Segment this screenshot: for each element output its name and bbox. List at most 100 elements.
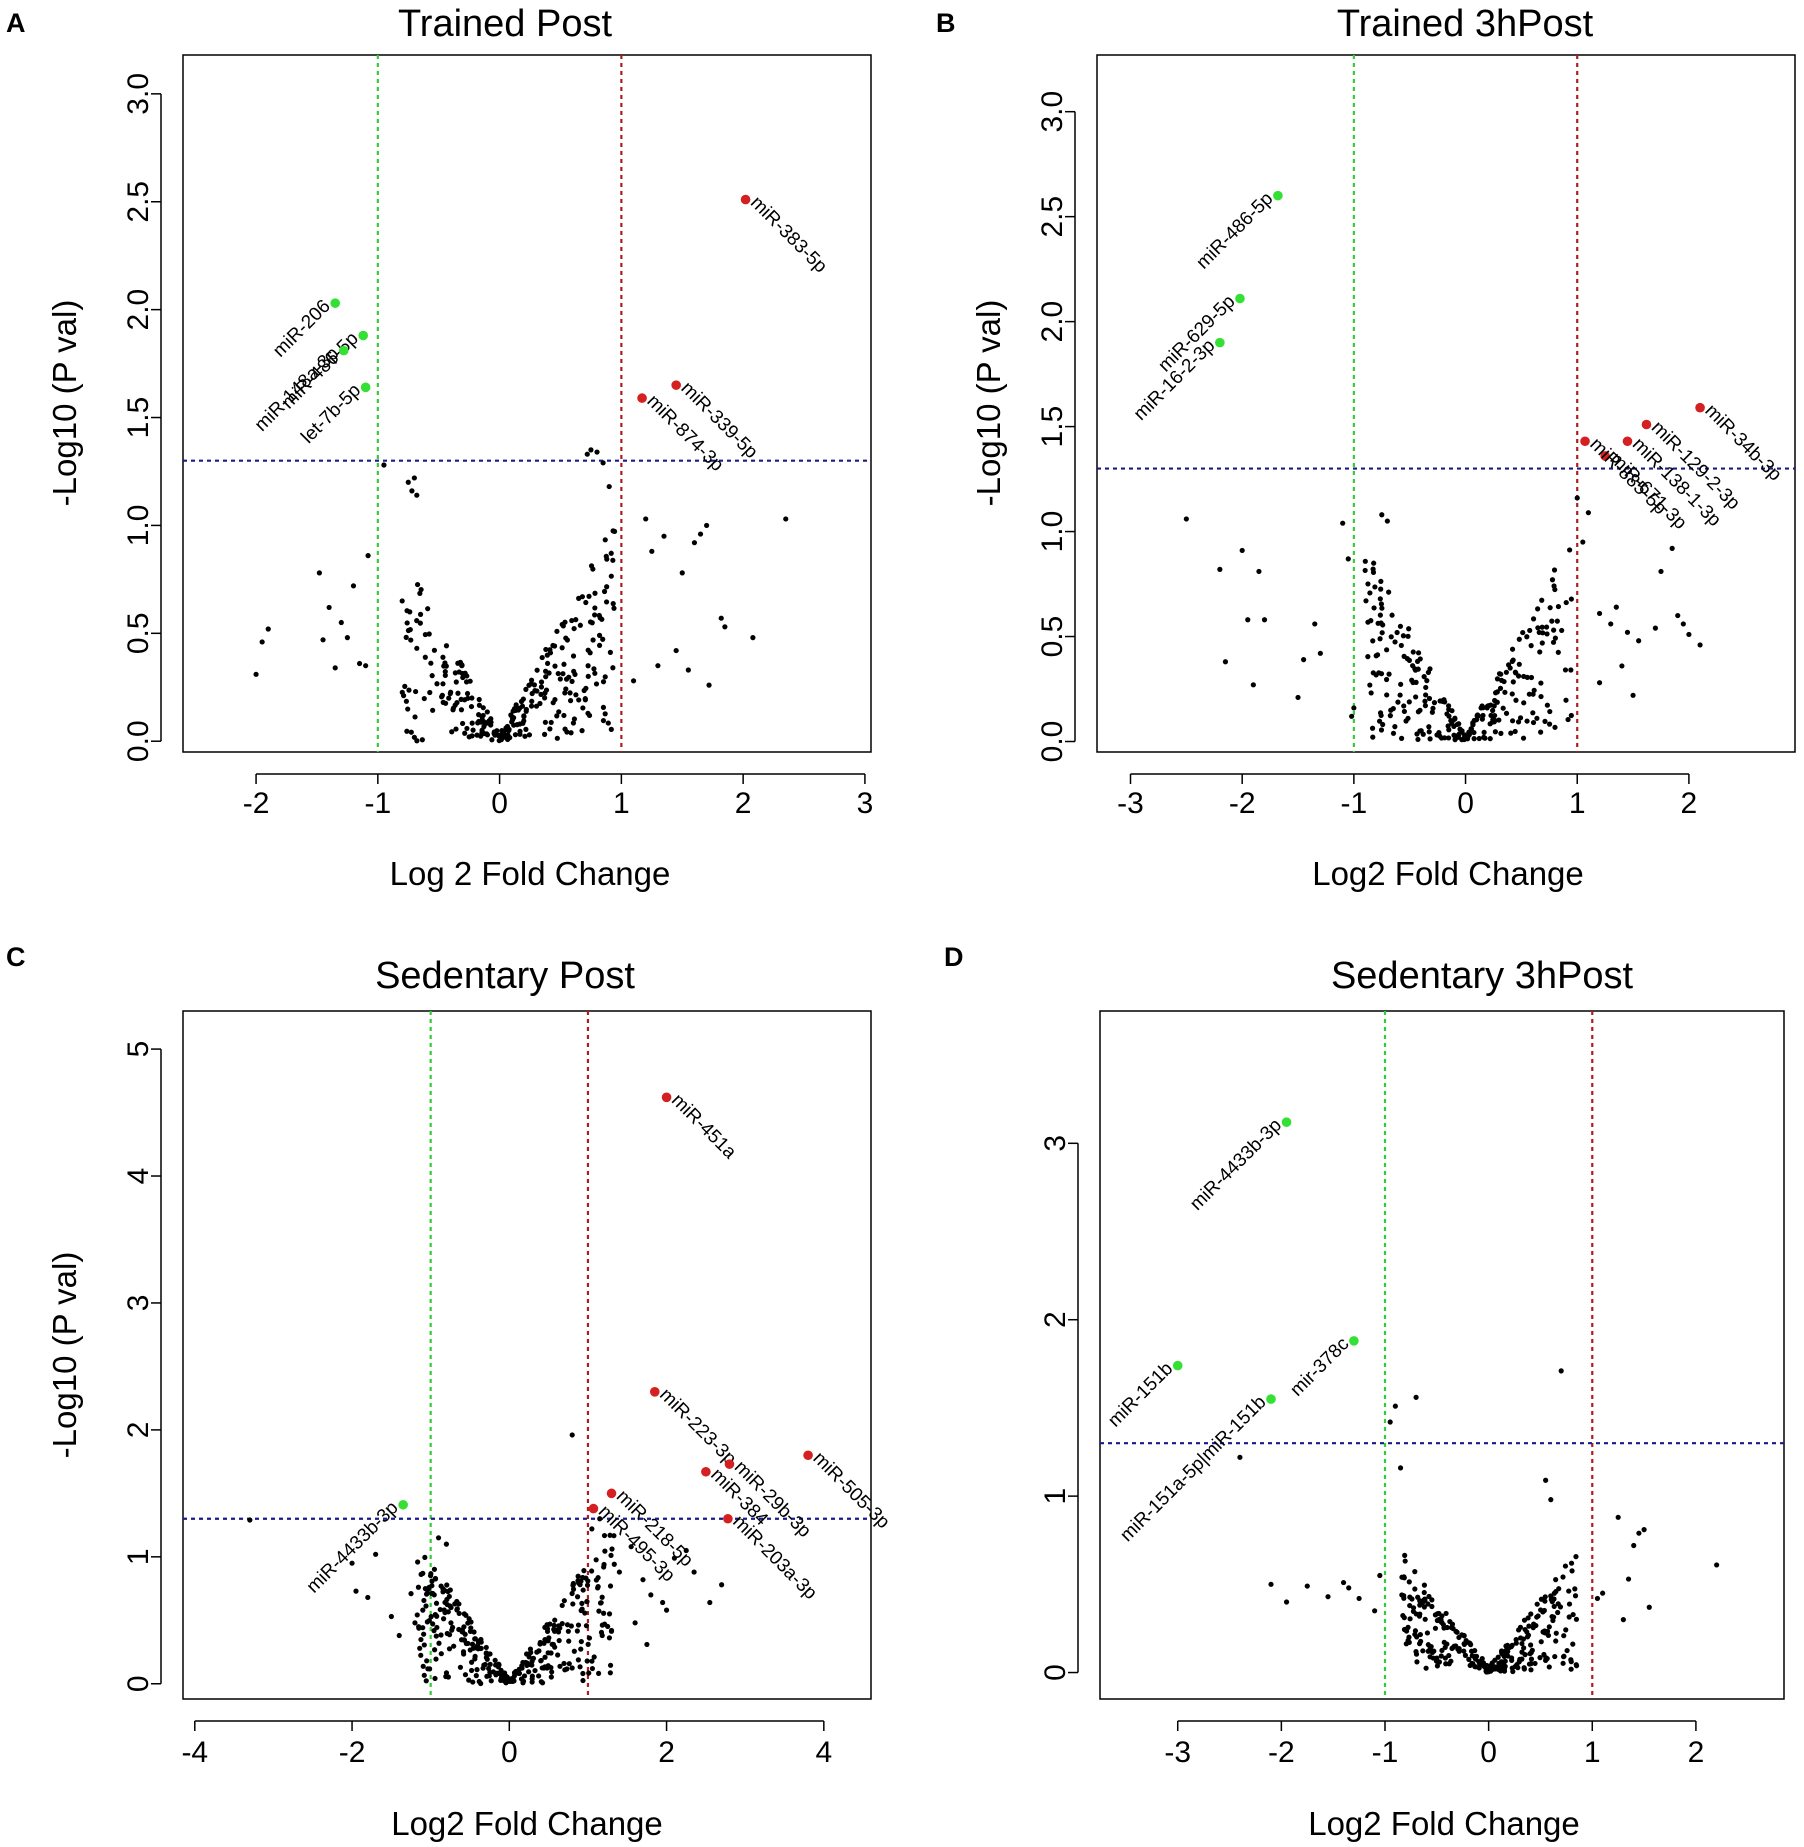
point-ns (1376, 718, 1383, 724)
point-ns (1551, 1603, 1557, 1610)
y-tick-label: 1.5 (1036, 406, 1069, 448)
point-ns (529, 1679, 535, 1685)
point-ns (1573, 1554, 1579, 1560)
point-ns (1521, 1617, 1528, 1623)
point-ns (448, 1620, 454, 1626)
point-ns (480, 712, 486, 719)
point-ns (1521, 700, 1527, 706)
point-ns (1476, 735, 1482, 742)
x-tick-label: 0 (1480, 1736, 1497, 1769)
point-ns (408, 729, 414, 735)
point-ns (1552, 1653, 1558, 1660)
point-ns (1521, 673, 1527, 680)
point-ns (671, 1555, 678, 1561)
x-tick-label: 2 (1688, 1736, 1705, 1769)
point-ns (419, 737, 425, 743)
point-label: miR-4433b-3p (303, 1497, 403, 1597)
point-ns (611, 1533, 617, 1539)
point-ns (542, 1654, 548, 1660)
y-tick-label: 2.5 (1036, 196, 1069, 238)
x-tick-label: -2 (1229, 787, 1256, 820)
point-ns (1480, 712, 1486, 719)
point-ns (338, 619, 344, 626)
point-ns (471, 1629, 477, 1635)
point-ns (1530, 719, 1537, 726)
point-ns (1544, 702, 1550, 708)
point-ns (543, 674, 549, 680)
point-ns (1553, 1589, 1559, 1595)
point-ns (597, 1600, 604, 1606)
y-tick-label: 3.0 (1036, 91, 1069, 133)
point-ns (1563, 1627, 1569, 1633)
point-ns (571, 716, 578, 722)
point-ns (1410, 1608, 1417, 1615)
point-ns (1509, 1657, 1515, 1663)
point-ns (556, 1637, 562, 1644)
point-ns (1377, 710, 1384, 716)
point-ns (1239, 547, 1245, 554)
point-ns (1340, 520, 1346, 526)
point-ns (1373, 672, 1379, 678)
point-ns (1413, 1394, 1419, 1400)
point-ns (1624, 629, 1631, 635)
point-ns (320, 637, 326, 643)
y-tick-label: 2.0 (1036, 301, 1069, 343)
panel-letter: B (936, 8, 956, 38)
point-ns (1528, 1611, 1534, 1617)
point-ns (468, 1667, 475, 1674)
point-ns (1488, 712, 1494, 719)
point-ns (538, 1657, 544, 1664)
point-ns (1388, 634, 1394, 640)
point-ns (1552, 724, 1558, 730)
point-ns (1566, 1601, 1573, 1607)
point-ns (1553, 1638, 1559, 1644)
point-ns (719, 1582, 725, 1588)
point-ns (1422, 1616, 1428, 1622)
point-ns (587, 619, 594, 625)
point-ns (580, 1587, 586, 1593)
point-ns (1412, 1569, 1418, 1575)
point-ns (453, 679, 459, 685)
point-ns (1417, 1631, 1424, 1638)
point-ns (551, 1628, 558, 1634)
point-ns (518, 698, 525, 705)
point-ns (414, 581, 421, 588)
point-ns (332, 665, 338, 671)
point-ns (457, 1664, 464, 1670)
point-ns (1512, 669, 1518, 675)
point-ns (484, 1673, 490, 1679)
point-ns (610, 528, 616, 534)
point-ns (1420, 1648, 1426, 1654)
point-ns (1365, 654, 1371, 660)
point-ns (1563, 697, 1569, 703)
point-ns (1521, 1645, 1527, 1651)
y-tick-label: 0.5 (122, 612, 155, 654)
point-ns (1572, 1586, 1578, 1592)
point-ns (1349, 713, 1355, 719)
point-ns (546, 670, 552, 676)
point-ns (446, 695, 452, 701)
point-ns (1473, 717, 1480, 723)
point-ns (602, 711, 608, 717)
point-ns (1363, 598, 1369, 604)
point-ns (547, 1621, 553, 1627)
point-ns (1680, 621, 1686, 627)
point-ns (461, 1637, 467, 1643)
point-ns (544, 652, 550, 658)
point-ns (600, 717, 607, 724)
point-ns (601, 1532, 608, 1539)
point-ns (1386, 671, 1392, 677)
point-ns (424, 1619, 430, 1625)
point-ns (538, 684, 545, 690)
point-ns (1413, 1648, 1419, 1655)
point-ns (584, 451, 590, 457)
point-ns (533, 703, 540, 709)
point-ns (601, 588, 608, 595)
point-ns (590, 637, 596, 643)
x-tick-label: -3 (1164, 1736, 1191, 1769)
point-ns (557, 1625, 563, 1631)
point-ns (1377, 636, 1383, 642)
point-ns (697, 531, 704, 537)
point-ns (265, 626, 271, 632)
point-ns (373, 1551, 379, 1557)
